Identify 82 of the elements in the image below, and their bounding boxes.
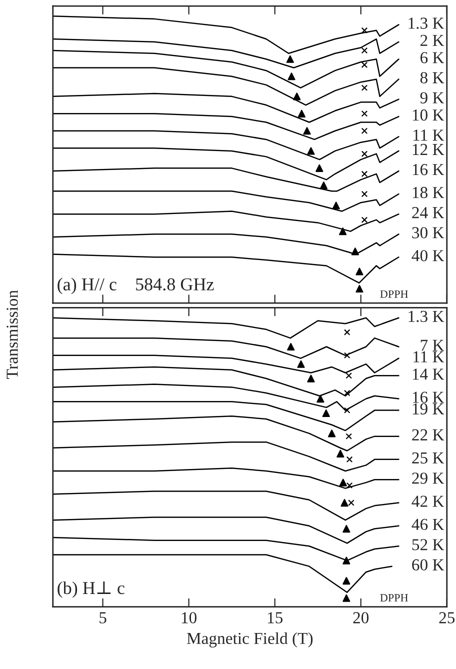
point bbox=[338, 227, 347, 236]
point bbox=[286, 55, 294, 63]
series-label: 42 K bbox=[412, 496, 444, 507]
annotation: (b) H⊥ c bbox=[58, 581, 124, 598]
series-label: 22 K bbox=[412, 429, 444, 440]
annotation: DPPH bbox=[380, 594, 408, 602]
point bbox=[348, 500, 354, 506]
series-label: 9 K bbox=[420, 92, 444, 104]
point bbox=[307, 147, 315, 155]
point bbox=[340, 498, 348, 507]
point bbox=[346, 372, 352, 379]
point bbox=[316, 164, 324, 172]
point bbox=[293, 92, 301, 100]
series-label: 46 K bbox=[412, 518, 444, 530]
point bbox=[344, 329, 350, 336]
point bbox=[344, 407, 350, 414]
series-label: 1.3 K bbox=[408, 310, 444, 322]
point bbox=[344, 352, 350, 359]
point bbox=[361, 216, 368, 223]
point bbox=[288, 72, 296, 80]
series-label: 29 K bbox=[412, 472, 444, 484]
series-label: 24 K bbox=[412, 207, 444, 218]
point bbox=[320, 182, 328, 190]
series-label: 52 K bbox=[412, 539, 444, 550]
series-label: 8 K bbox=[420, 72, 444, 84]
point bbox=[351, 248, 359, 256]
series-label: 6 K bbox=[420, 52, 444, 64]
series-label: 60 K bbox=[412, 559, 444, 571]
point bbox=[361, 27, 368, 34]
point bbox=[356, 284, 364, 293]
point bbox=[287, 342, 295, 351]
x-tick-label: 25 bbox=[439, 612, 455, 624]
series-label: 18 K bbox=[412, 186, 444, 198]
point bbox=[344, 390, 350, 396]
series-label: 40 K bbox=[412, 250, 444, 262]
x-tick-label: 10 bbox=[182, 612, 197, 624]
series-label: 19 K bbox=[412, 403, 444, 414]
point bbox=[346, 433, 352, 440]
point bbox=[339, 478, 347, 486]
series-label: 1.3 K bbox=[408, 18, 444, 29]
series-label: 2 K bbox=[420, 34, 444, 46]
series-label: 16 K bbox=[412, 164, 444, 176]
point bbox=[336, 450, 344, 458]
point bbox=[307, 374, 315, 382]
point bbox=[322, 409, 330, 418]
point bbox=[361, 47, 368, 54]
x-tick-label: 5 bbox=[100, 612, 106, 624]
x-tick-label: 20 bbox=[353, 612, 369, 624]
series-label: 30 K bbox=[412, 227, 444, 238]
point bbox=[361, 110, 368, 117]
point bbox=[332, 202, 340, 210]
x-tick-label: 15 bbox=[268, 612, 283, 624]
series-label: 25 K bbox=[412, 452, 444, 464]
point bbox=[361, 62, 368, 68]
series-label: 16 K bbox=[412, 392, 444, 403]
annotation: (a) H// c 584.8 GHz bbox=[58, 278, 214, 294]
point bbox=[297, 360, 305, 368]
series-label: 7 K bbox=[420, 340, 444, 351]
series-label: 10 K bbox=[412, 109, 444, 121]
y-axis-title: Transmission bbox=[6, 290, 18, 379]
series-label: 11 K bbox=[414, 130, 444, 141]
point bbox=[298, 110, 306, 118]
annotation: DPPH bbox=[380, 290, 408, 298]
point bbox=[361, 170, 368, 178]
series-label: 12 K bbox=[412, 144, 444, 155]
point bbox=[361, 190, 368, 198]
point bbox=[328, 430, 336, 438]
point bbox=[361, 84, 368, 91]
point bbox=[356, 268, 364, 276]
point bbox=[342, 556, 350, 564]
point bbox=[316, 394, 324, 403]
series-label: 11 K bbox=[414, 351, 444, 362]
point bbox=[361, 150, 368, 157]
series-label: 14 K bbox=[412, 368, 444, 380]
point bbox=[346, 456, 353, 463]
point bbox=[342, 576, 350, 585]
point bbox=[303, 127, 311, 135]
x-axis-title: Magnetic Field (T) bbox=[186, 632, 313, 648]
point bbox=[361, 128, 368, 134]
point bbox=[346, 482, 353, 489]
point bbox=[342, 524, 350, 533]
point bbox=[342, 594, 350, 602]
